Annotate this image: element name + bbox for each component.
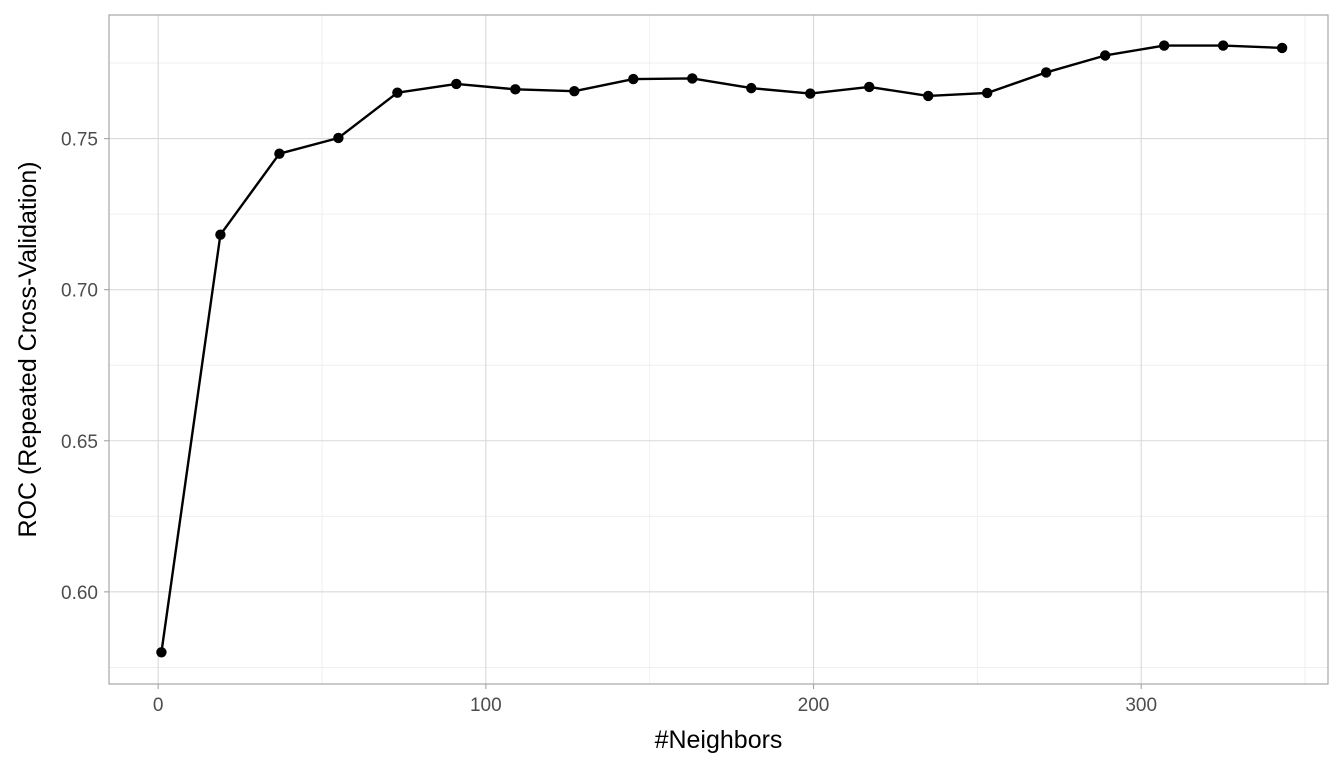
data-point xyxy=(1099,50,1111,61)
data-point xyxy=(1276,42,1288,54)
data-point xyxy=(687,73,698,84)
data-point xyxy=(923,90,934,102)
data-point xyxy=(215,229,226,240)
data-point xyxy=(451,78,462,90)
data-point xyxy=(1217,40,1229,51)
data-point xyxy=(982,87,993,99)
x-tick-label: 300 xyxy=(1125,695,1157,716)
x-tick-label: 0 xyxy=(153,695,164,716)
data-point xyxy=(510,84,521,95)
grid-layer xyxy=(109,15,1328,684)
y-tick-label: 0.70 xyxy=(61,281,98,302)
data-point xyxy=(864,81,875,93)
data-point xyxy=(333,132,344,144)
series-line xyxy=(160,44,1283,653)
y-axis-title: ROC (Repeated Cross-Validation) xyxy=(14,161,42,537)
y-tick-label: 0.65 xyxy=(61,432,98,453)
data-point xyxy=(1040,67,1052,78)
x-axis: 0 100 200 300 xyxy=(153,684,1157,716)
data-point xyxy=(569,85,580,97)
y-tick-label: 0.75 xyxy=(61,130,98,151)
data-point xyxy=(746,82,757,94)
y-tick-label: 0.60 xyxy=(61,583,98,604)
data-point xyxy=(392,87,403,98)
data-point xyxy=(156,647,167,658)
data-point xyxy=(805,88,816,99)
y-axis: 0.60 0.65 0.70 0.75 xyxy=(61,130,109,604)
data-point xyxy=(274,148,285,159)
series-layer xyxy=(156,40,1288,658)
x-tick-label: 200 xyxy=(798,695,830,716)
data-point xyxy=(628,73,639,85)
panel-border xyxy=(108,14,1329,685)
x-tick-label: 100 xyxy=(470,695,502,716)
data-point xyxy=(1158,40,1170,51)
x-axis-title: #Neighbors xyxy=(655,726,783,754)
